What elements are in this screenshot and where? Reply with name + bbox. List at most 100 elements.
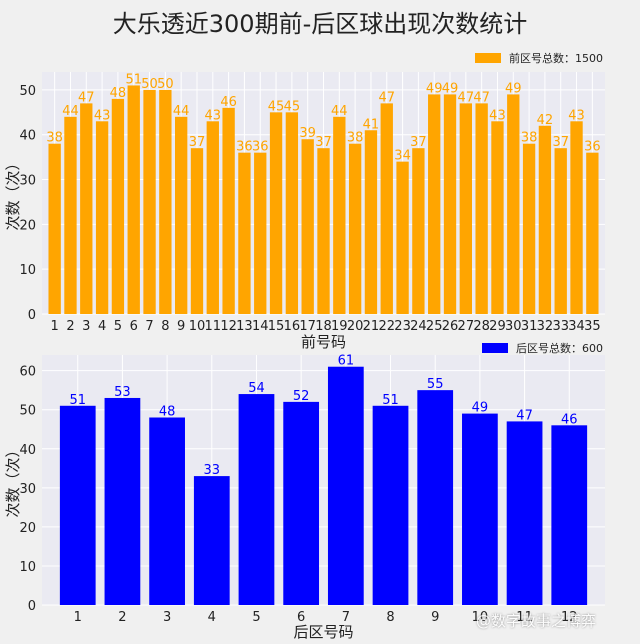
front-bar-value-label: 47 [78,90,95,105]
front-x-tick-label: 2 [66,319,74,334]
front-x-tick-label: 33 [552,319,569,334]
front-bar-value-label: 43 [568,108,585,123]
chart-title: 大乐透近300期前-后区球出现次数统计 [112,10,528,38]
front-bar-value-label: 44 [173,104,190,119]
back-bar [327,366,364,605]
front-y-tick-label: 10 [19,263,36,278]
front-bar-value-label: 34 [394,149,411,164]
front-bar [507,94,520,314]
front-x-tick-label: 17 [299,319,316,334]
back-bar [551,425,588,605]
front-bar-value-label: 38 [521,131,538,146]
back-bar-value-label: 33 [204,463,221,478]
front-bar-value-label: 36 [236,140,253,155]
back-y-axis-label: 次数（次） [4,442,22,517]
front-x-axis-label: 前号码 [301,333,346,351]
front-x-tick-label: 21 [363,319,380,334]
front-bar-value-label: 45 [268,99,285,114]
front-x-tick-label: 8 [161,319,169,334]
front-bar-value-label: 49 [505,81,522,96]
back-bar-value-label: 61 [338,354,355,369]
front-bar-value-label: 50 [157,77,174,92]
front-x-tick-label: 16 [284,319,301,334]
front-bar-value-label: 42 [537,113,554,128]
front-x-tick-label: 22 [378,319,395,334]
front-x-tick-label: 5 [114,319,122,334]
back-legend-label: 后区号总数：600 [516,341,603,355]
front-bar-value-label: 39 [299,126,316,141]
front-bar [95,121,109,314]
back-x-tick-label: 3 [163,610,171,625]
back-y-tick-label: 20 [19,521,36,536]
back-x-tick-label: 2 [118,610,126,625]
back-y-tick-label: 60 [19,365,36,380]
front-x-tick-label: 35 [584,319,601,334]
back-y-tick-label: 30 [19,482,36,497]
back-bar-value-label: 49 [472,401,489,416]
front-bar [364,130,378,314]
front-bar [111,98,125,314]
back-bar [149,417,185,605]
back-bar-value-label: 54 [248,381,265,396]
back-bar-value-label: 52 [293,389,310,404]
back-bar-value-label: 51 [382,393,399,408]
front-x-tick-label: 7 [145,319,153,334]
front-bar-value-label: 43 [94,108,111,123]
front-bar-value-label: 36 [252,140,269,155]
front-bar-value-label: 43 [489,108,506,123]
front-x-tick-label: 23 [394,319,411,334]
front-x-tick-label: 24 [410,319,427,334]
back-bar [104,397,141,605]
front-bar [428,94,441,314]
front-bar [175,116,188,314]
back-bar-value-label: 48 [159,405,176,420]
front-x-tick-label: 3 [82,319,90,334]
front-bar [554,148,567,314]
back-y-tick-label: 50 [19,404,36,419]
back-bar [238,394,275,605]
front-bar-value-label: 38 [46,131,63,146]
front-x-tick-label: 13 [236,319,253,334]
front-x-tick-label: 34 [568,319,585,334]
front-bar [443,94,457,314]
back-x-tick-label: 8 [386,610,394,625]
front-bar [127,85,140,314]
front-bar-value-label: 46 [220,95,237,110]
front-bar-value-label: 49 [442,81,459,96]
back-x-tick-label: 1 [74,610,82,625]
back-x-tick-label: 4 [208,610,216,625]
front-bar [190,148,204,314]
back-bar [506,421,543,605]
front-bar-value-label: 48 [110,86,127,101]
front-bar [380,103,393,315]
front-x-tick-label: 11 [205,319,222,334]
front-x-tick-label: 29 [489,319,506,334]
front-bar-value-label: 50 [141,77,158,92]
front-bar [333,116,346,314]
back-x-tick-label: 10 [472,610,489,625]
back-legend-swatch [482,343,508,353]
front-y-tick-label: 20 [19,218,36,233]
front-bar-value-label: 47 [458,90,475,105]
front-y-tick-label: 30 [19,174,36,189]
front-bar-value-label: 44 [331,104,348,119]
front-legend-label: 前区号总数：1500 [509,51,603,65]
watermark: @数字故事之博弈 [476,612,597,630]
back-bar-value-label: 55 [427,377,444,392]
front-bar [317,148,330,314]
back-x-tick-label: 11 [516,610,533,625]
front-bar-value-label: 37 [189,135,206,150]
back-x-tick-label: 7 [342,610,350,625]
front-x-tick-label: 20 [347,319,364,334]
front-x-tick-label: 32 [537,319,554,334]
front-y-tick-label: 40 [19,129,36,144]
front-bar-value-label: 36 [584,140,601,155]
back-y-tick-label: 10 [19,560,36,575]
front-bar-value-label: 47 [378,90,395,105]
front-x-tick-label: 25 [426,319,443,334]
back-bar-value-label: 53 [114,385,131,400]
front-x-tick-label: 1 [51,319,59,334]
front-x-tick-label: 10 [189,319,206,334]
front-bar-value-label: 37 [552,135,569,150]
